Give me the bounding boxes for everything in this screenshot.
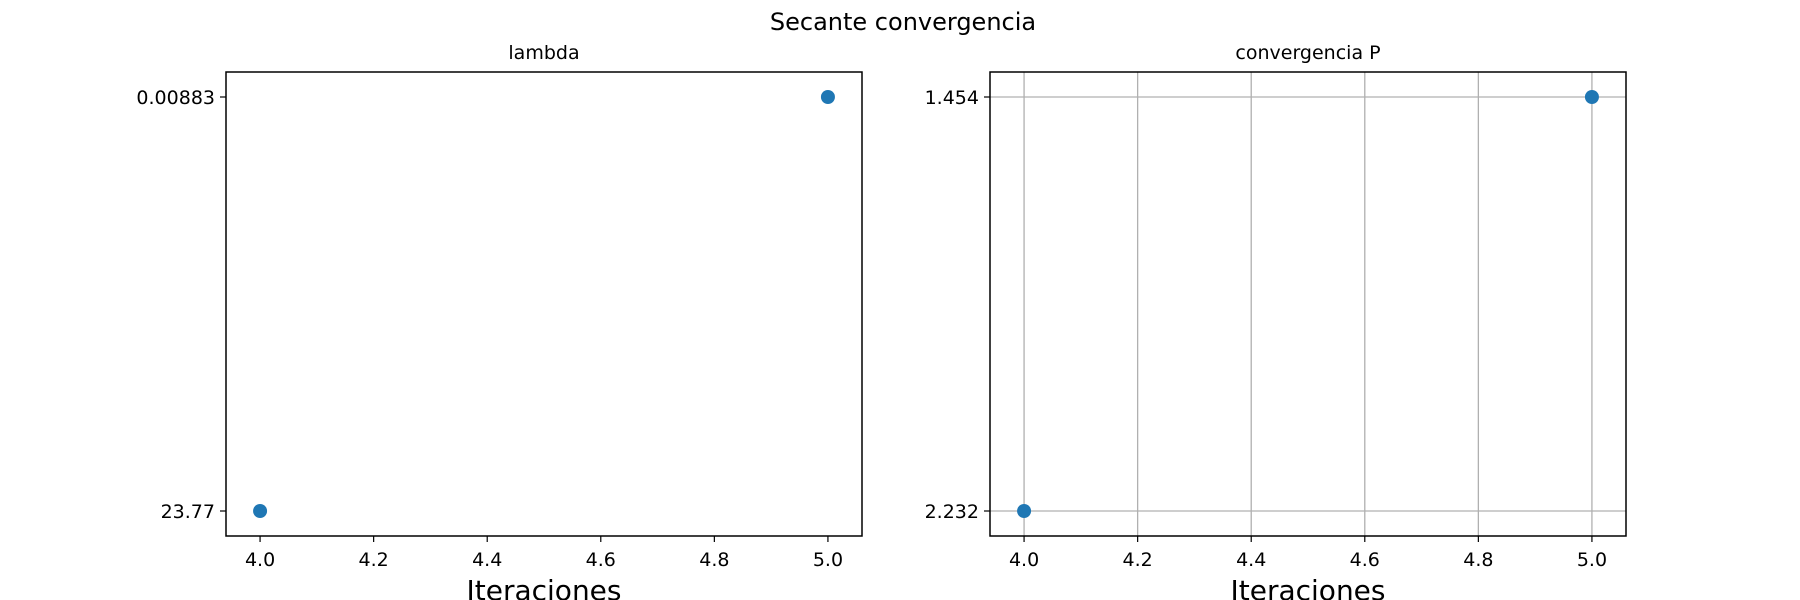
x-tick-label: 4.4	[1236, 549, 1266, 571]
y-tick-label: 0.00883	[136, 87, 215, 109]
data-point	[1017, 504, 1032, 518]
x-tick-label: 4.8	[1463, 549, 1493, 571]
subplot-1: lambda 4.0 4.2 4.4 4.6 4.8 5.0 23.77 0.00883 Iter…	[136, 42, 863, 600]
y-tick-label: 1.454	[925, 87, 979, 109]
subplot-title: convergencia P	[1235, 42, 1380, 64]
x-tick-label: 4.6	[586, 549, 616, 571]
subplot-2: convergencia P 4.0 4.2 4.4 4.6 4.8 5.0 2.232 1.4…	[925, 42, 1627, 600]
x-tick-label: 4.2	[1123, 549, 1153, 571]
x-tick-label: 4.0	[1009, 549, 1039, 571]
x-axis-label: Iteraciones	[1231, 574, 1386, 600]
figure-suptitle: Secante convergencia	[770, 8, 1036, 36]
data-point	[820, 90, 835, 104]
x-tick-label: 5.0	[813, 549, 843, 571]
data-point	[253, 504, 268, 518]
y-tick-label: 2.232	[925, 501, 979, 523]
x-tick-label: 4.8	[699, 549, 729, 571]
axes-frame	[989, 71, 1627, 537]
x-tick-label: 4.4	[472, 549, 502, 571]
x-tick-label: 4.2	[359, 549, 389, 571]
axes-frame	[225, 71, 863, 537]
x-tick-label: 5.0	[1577, 549, 1607, 571]
data-point	[1584, 90, 1599, 104]
x-tick-label: 4.6	[1350, 549, 1380, 571]
x-axis-label: Iteraciones	[467, 574, 622, 600]
x-tick-label: 4.0	[245, 549, 275, 571]
subplot-title: lambda	[508, 42, 579, 64]
y-tick-label: 23.77	[161, 501, 215, 523]
